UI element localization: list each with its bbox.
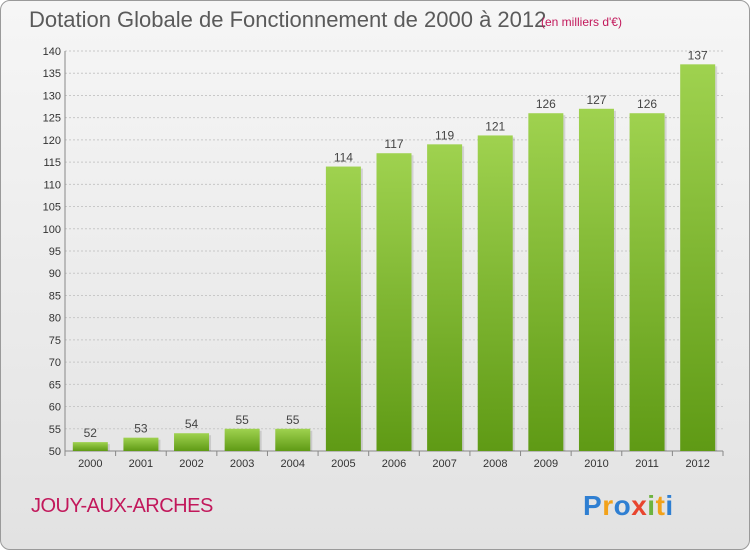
bar-2009: [528, 113, 564, 451]
y-tick-label: 105: [43, 202, 61, 214]
data-label: 114: [334, 151, 353, 165]
proxiti-logo[interactable]: Proxiti: [583, 490, 674, 521]
data-label: 53: [134, 422, 148, 436]
bar-2012: [680, 64, 716, 452]
data-label: 117: [384, 137, 403, 151]
bar-2003: [224, 428, 260, 451]
chart-title: Dotation Globale de Fonctionnement de 20…: [29, 7, 547, 32]
x-tick-label: 2006: [382, 458, 406, 470]
bar-2008: [477, 135, 513, 451]
x-tick-label: 2007: [432, 458, 456, 470]
data-label: 55: [235, 413, 249, 427]
y-tick-label: 100: [43, 224, 61, 236]
data-label: 55: [286, 413, 300, 427]
x-tick-label: 2009: [534, 458, 558, 470]
x-tick-label: 2003: [230, 458, 254, 470]
data-label: 126: [536, 97, 556, 111]
x-tick-label: 2002: [179, 458, 203, 470]
data-label: 126: [637, 97, 657, 111]
bar-2005: [325, 166, 361, 452]
bar-2010: [578, 108, 614, 452]
y-tick-label: 60: [49, 402, 61, 414]
bars: [72, 64, 718, 452]
x-tick-label: 2005: [331, 458, 355, 470]
bar-2011: [629, 113, 665, 451]
x-tick-label: 2001: [129, 458, 153, 470]
y-tick-label: 125: [43, 113, 61, 125]
y-tick-label: 55: [49, 424, 61, 436]
data-label: 121: [485, 119, 505, 133]
y-tick-label: 115: [43, 157, 61, 169]
x-tick-label: 2012: [685, 458, 709, 470]
data-label: 119: [435, 128, 454, 142]
y-tick-label: 140: [43, 46, 61, 58]
data-label: 54: [185, 417, 199, 431]
x-tick-label: 2011: [635, 458, 659, 470]
bar-2001: [123, 437, 159, 451]
x-tick-label: 2008: [483, 458, 507, 470]
data-label: 127: [586, 93, 606, 107]
bar-2007: [427, 144, 463, 452]
bar-2006: [376, 153, 412, 451]
data-label: 52: [84, 426, 98, 440]
labels: 50 55 60 65 70 75 80 85 90 95 100 105 110 115 120 125 13…: [43, 46, 710, 470]
y-tick-label: 80: [49, 313, 61, 325]
bar-2004: [275, 428, 311, 451]
y-tick-label: 50: [49, 446, 61, 458]
y-tick-label: 110: [43, 179, 61, 191]
y-tick-label: 90: [49, 268, 61, 280]
x-tick-label: 2000: [78, 458, 102, 470]
y-tick-label: 85: [49, 290, 61, 302]
chart-unit: (en milliers d'€): [541, 15, 622, 29]
x-tick-label: 2004: [281, 458, 305, 470]
y-tick-label: 130: [43, 90, 61, 102]
y-tick-label: 65: [49, 379, 61, 391]
y-tick-label: 75: [49, 335, 61, 347]
bar-2000: [72, 442, 108, 451]
y-tick-label: 95: [49, 246, 61, 258]
y-tick-label: 70: [49, 357, 61, 369]
bar-2002: [174, 433, 210, 451]
y-tick-label: 135: [43, 68, 61, 80]
data-label: 137: [688, 48, 708, 62]
y-tick-label: 120: [43, 135, 61, 147]
commune-name: JOUY-AUX-ARCHES: [31, 495, 213, 517]
x-tick-label: 2010: [584, 458, 608, 470]
